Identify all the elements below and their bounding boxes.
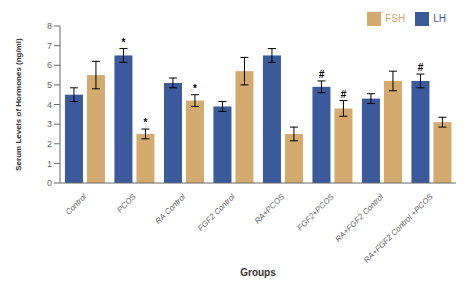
svg-text:FGF2+PCOS: FGF2+PCOS <box>296 192 337 233</box>
svg-text:FGF2 Control: FGF2 Control <box>196 192 237 233</box>
svg-text:8: 8 <box>47 21 52 31</box>
svg-text:Serum Levels of Hormones (ng/m: Serum Levels of Hormones (ng/ml) <box>14 38 23 171</box>
svg-text:*: * <box>121 37 125 48</box>
svg-text:RA+FGF2 Control +PCOS: RA+FGF2 Control +PCOS <box>362 192 435 265</box>
svg-text:RA+FGF2 Control: RA+FGF2 Control <box>333 192 385 244</box>
svg-text:4: 4 <box>47 100 52 110</box>
svg-text:Control: Control <box>64 192 89 217</box>
svg-text:Groups: Groups <box>240 267 276 278</box>
svg-text:*: * <box>193 83 197 94</box>
svg-text:1: 1 <box>47 159 52 169</box>
svg-text:7: 7 <box>47 41 52 51</box>
html-text:FSH: FSH <box>385 12 406 24</box>
svg-text:#: # <box>418 62 424 73</box>
svg-text:PCOS: PCOS <box>115 192 138 215</box>
svg-text:5: 5 <box>47 80 52 90</box>
svg-text:6: 6 <box>47 60 52 70</box>
svg-text:#: # <box>319 69 325 80</box>
svg-text:2: 2 <box>47 139 52 149</box>
svg-text:RA Control: RA Control <box>153 192 187 226</box>
svg-text:RA+PCOS: RA+PCOS <box>253 192 287 226</box>
svg-text:#: # <box>341 89 347 100</box>
html-text:LH: LH <box>433 12 446 24</box>
svg-text:0: 0 <box>47 178 52 188</box>
svg-text:*: * <box>143 117 147 128</box>
svg-text:3: 3 <box>47 119 52 129</box>
